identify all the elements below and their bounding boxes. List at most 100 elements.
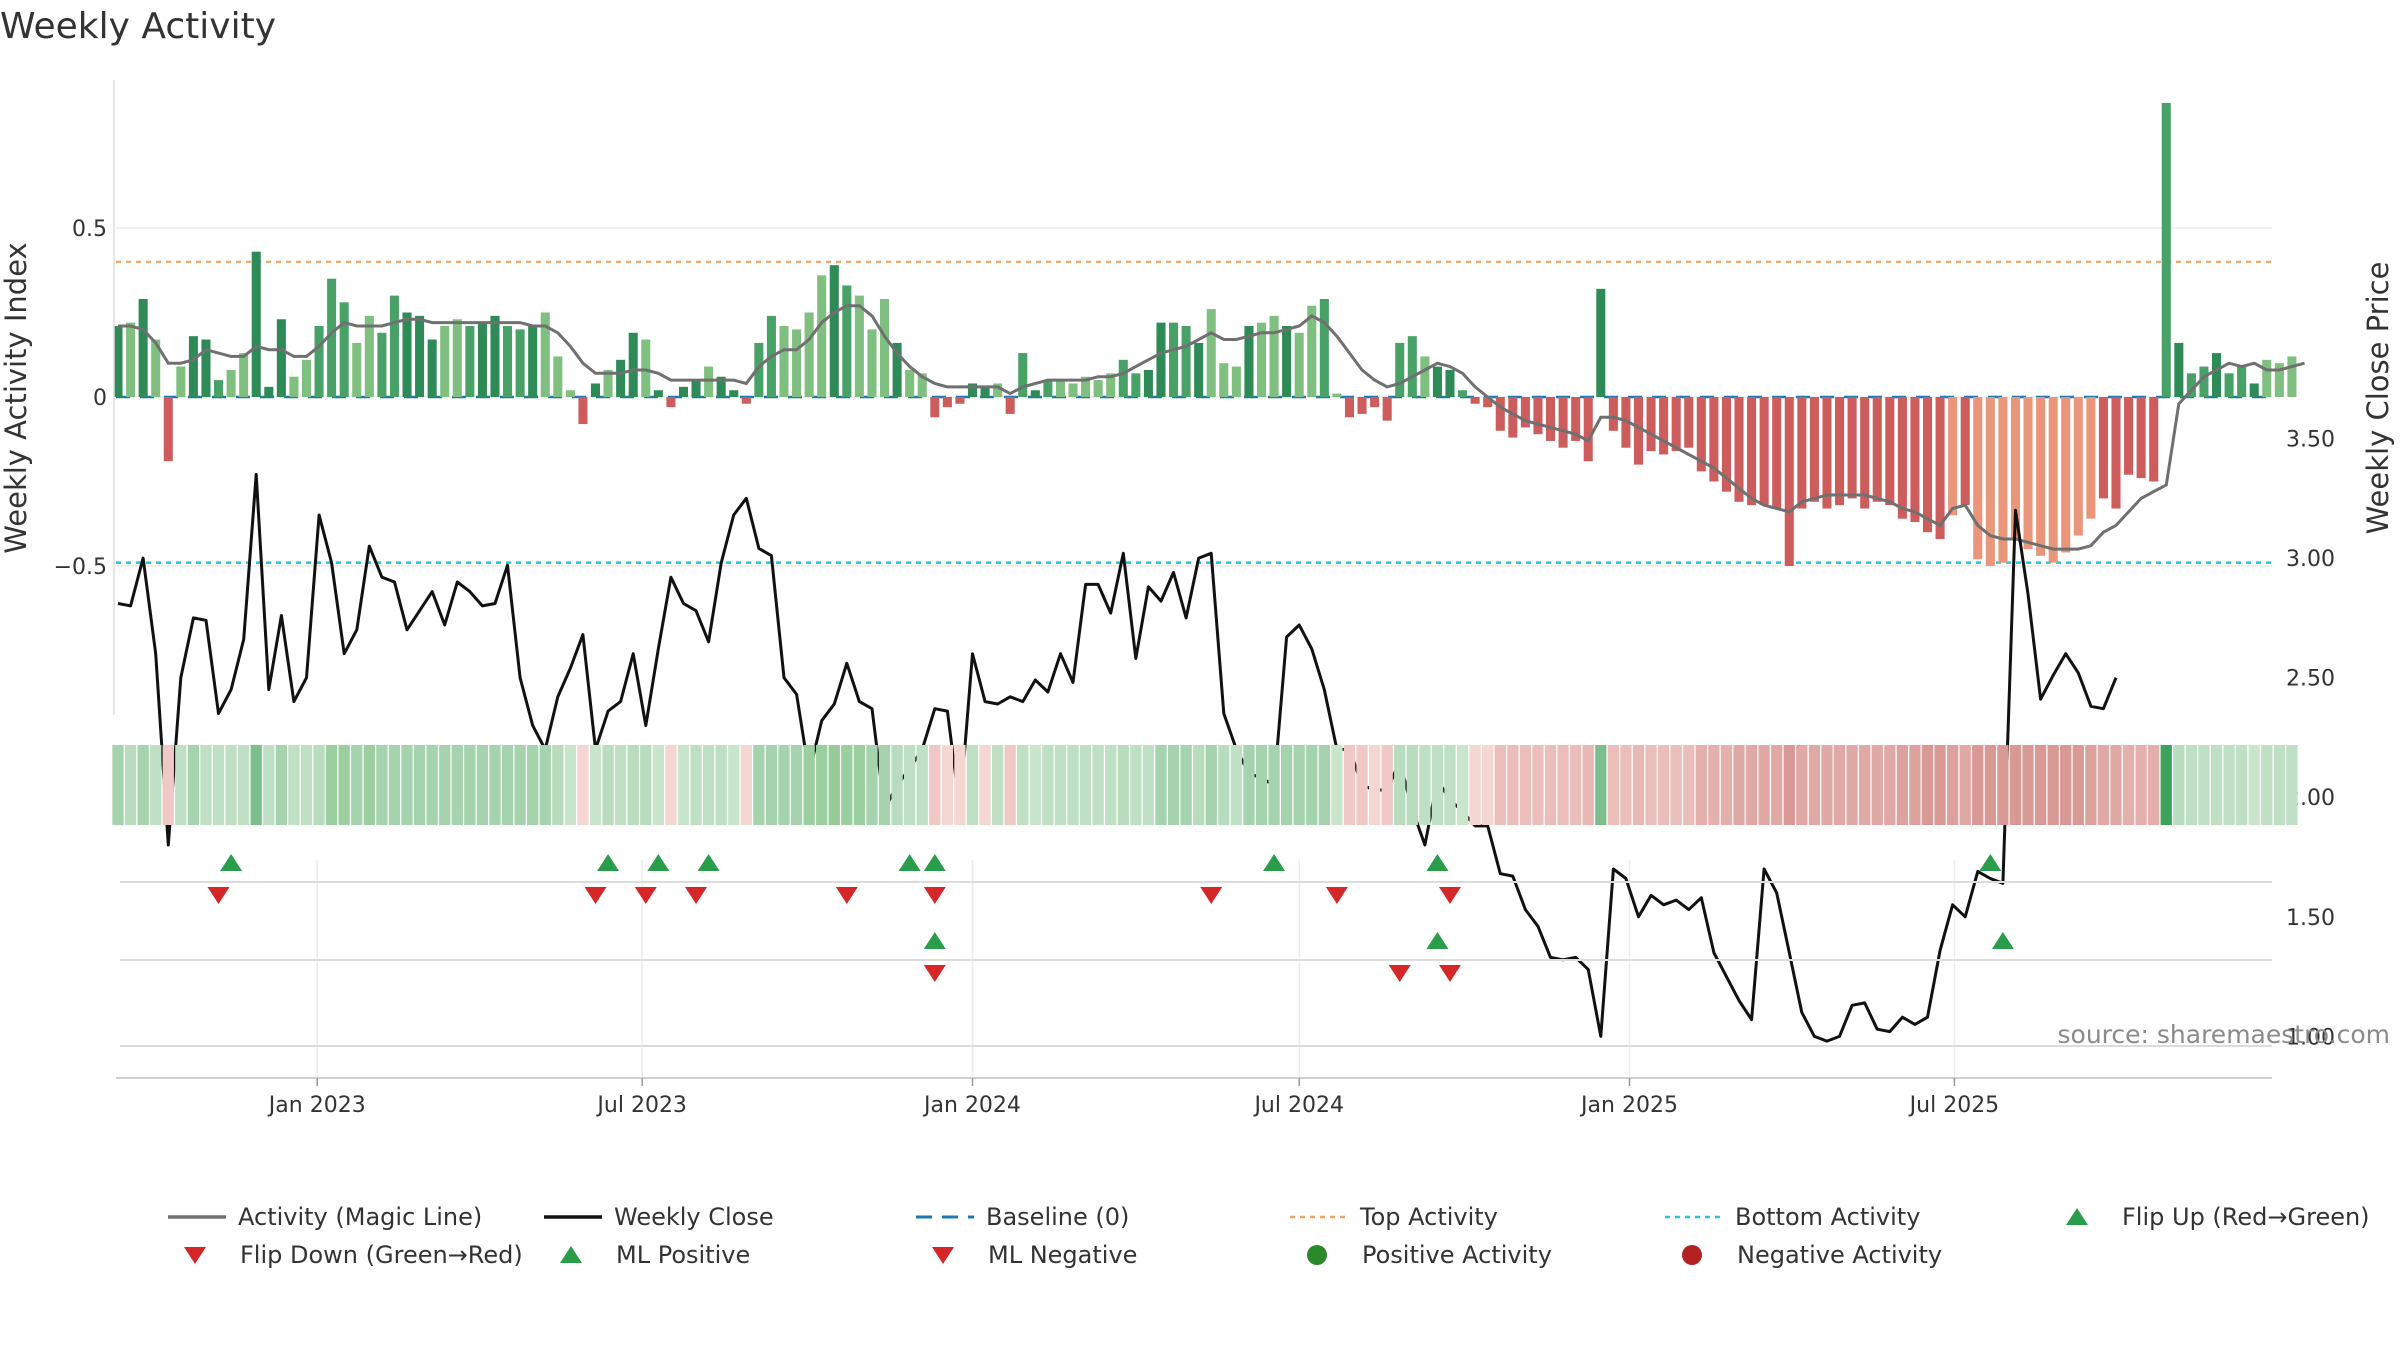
strip-cell [2223,745,2235,825]
activity-bar [1143,369,1153,397]
legend-label: Baseline (0) [986,1203,1129,1231]
activity-bar [804,312,814,397]
legend-entry: ML Negative [932,1241,1137,1269]
activity-bar [2149,397,2159,482]
flip-up-marker [1426,854,1449,871]
strip-cell [702,745,715,825]
strip-cell [1632,745,1645,825]
activity-bar [440,326,450,397]
activity-bar [1998,397,2008,563]
strip-cell [1783,745,1795,825]
activity-bar [616,359,626,397]
legend-label: Top Activity [1359,1203,1498,1231]
strip-cell [464,745,476,825]
strip-cell [1946,745,1959,825]
strip-cell [1557,745,1569,825]
activity-bar [1206,309,1216,397]
activity-bar [1897,397,1907,519]
strip-cell [1833,745,1846,825]
activity-bar [1445,369,1455,397]
strip-cell [891,745,903,825]
legend-entry: Bottom Activity [1665,1203,1920,1231]
strip-cell [514,745,526,825]
strip-cell [1331,745,1343,825]
strip-cell [401,745,413,825]
strip-cell [1268,745,1280,825]
strip-cell [250,745,262,825]
strip-cell [351,745,363,825]
legend-entry: Flip Up (Red→Green) [2066,1203,2370,1231]
strip-cell [150,745,162,825]
strip-cell [1645,745,1657,825]
strip-cell [1607,745,1620,825]
activity-bar [151,339,161,397]
activity-bar [1068,383,1078,397]
strip-cell [2034,745,2047,825]
activity-bar [1985,397,1995,566]
activity-bar [2174,342,2184,397]
magic-line [118,304,2305,551]
activity-bar [905,369,915,397]
strip-cell [753,745,765,825]
strip-cell [300,745,313,825]
strip-cell [2160,745,2172,825]
activity-bar [1709,397,1719,482]
strip-cell [1532,745,1544,825]
x-tick-label: Jan 2023 [267,1093,366,1118]
activity-bar [1797,397,1807,509]
strip-cell [954,745,966,825]
activity-bar [829,265,839,397]
strip-cell [916,745,928,825]
strip-cell [1029,745,1041,825]
activity-bar [377,332,387,397]
activity-bar [590,383,601,397]
flip-down-marker [1200,887,1223,904]
activity-bar [289,376,299,397]
strip-cell [1142,745,1155,825]
activity-bar [1721,397,1731,492]
activity-bar [1407,336,1417,397]
activity-bar [817,275,827,397]
legend-entry: Top Activity [1290,1203,1498,1231]
strip-cell [212,745,225,825]
legend-label: Flip Up (Red→Green) [2122,1203,2370,1231]
strip-cell [1017,745,1029,825]
right-tick-label: 3.50 [2286,428,2335,453]
strip-cell [2110,745,2122,825]
strip-cell [1896,745,1909,825]
activity-bar [176,366,186,397]
activity-bar [2061,397,2071,553]
strip-cell [2210,745,2223,825]
strip-cell [1695,745,1707,825]
strip-cell [1042,745,1054,825]
strip-cell [1808,745,1821,825]
strip-cell [828,745,840,825]
strip-cell [1582,745,1594,825]
strip-cell [1067,745,1079,825]
activity-bar [2073,397,2083,536]
strip-cell [1105,745,1117,825]
strip-cell [325,745,338,825]
strip-cell [1356,745,1368,825]
strip-cell [640,745,652,825]
strip-cell [1343,745,1356,825]
activity-bar [1546,397,1556,441]
left-tick-label: 0.5 [72,217,107,242]
strip-cell [2135,745,2147,825]
legend-label: Flip Down (Green→Red) [240,1241,523,1269]
strip-cell [363,745,375,825]
left-tick-label: −0.5 [54,555,107,580]
strip-cell [816,745,828,825]
strip-cell [627,745,639,825]
activity-bars [113,102,2297,566]
activity-bar [1081,376,1091,397]
strip-cell [1255,745,1268,825]
activity-bar [930,397,940,418]
activity-bar [1294,332,1304,397]
strip-cell [765,745,778,825]
strip-cell [124,745,137,825]
strip-cell [941,745,954,825]
activity-bar [1043,380,1053,397]
activity-bar [2111,397,2121,509]
strip-cell [1733,745,1745,825]
